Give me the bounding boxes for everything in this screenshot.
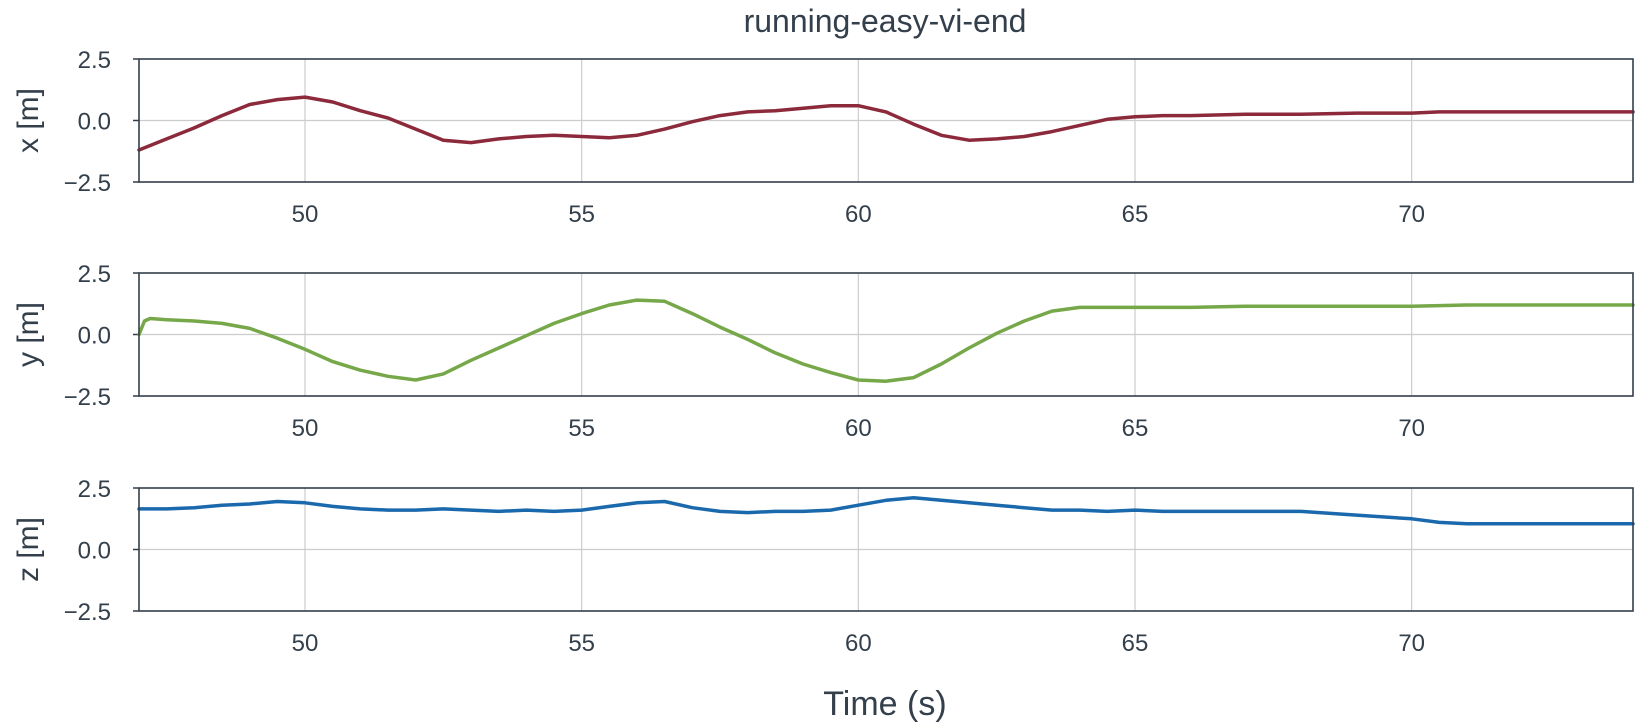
- x-tick-label: 55: [568, 201, 595, 228]
- x-tick-label: 55: [568, 630, 595, 657]
- x-axis-label: Time (s): [823, 685, 946, 723]
- plot-frame: [138, 58, 1634, 183]
- x-tick-label: 50: [292, 630, 319, 657]
- x-tick-label: 70: [1398, 415, 1425, 442]
- x-tick-label: 50: [292, 201, 319, 228]
- y-axis-label: x [m]: [12, 88, 45, 153]
- y-axis-label: y [m]: [12, 302, 45, 367]
- x-tick-label: 70: [1398, 201, 1425, 228]
- panel-3: 50 55 60 65 70 2.5 0.0 −2.5 z [m]: [12, 476, 1635, 657]
- x-tick-label: 60: [845, 630, 872, 657]
- x-tick-label: 65: [1122, 201, 1149, 228]
- x-tick-label: 60: [845, 415, 872, 442]
- panel-2: 50 55 60 65 70 2.5 0.0 −2.5 y [m]: [12, 261, 1635, 442]
- y-tick-label: −2.5: [64, 599, 111, 626]
- y-tick-label: 2.5: [78, 476, 111, 503]
- panel-1: 50 55 60 65 70 2.5 0.0 −2.5 x [m]: [12, 47, 1635, 228]
- y-tick-label: 2.5: [78, 47, 111, 74]
- series-line: [137, 496, 1635, 526]
- chart-title: running-easy-vi-end: [744, 3, 1027, 39]
- panels: 50 55 60 65 70 2.5 0.0 −2.5 x [m] 50 55 60 65 70 2.5 0.…: [12, 47, 1635, 657]
- x-tick-label: 70: [1398, 630, 1425, 657]
- x-tick-label: 65: [1122, 415, 1149, 442]
- x-tick-label: 60: [845, 201, 872, 228]
- series-line: [137, 298, 1635, 383]
- plot-frame: [138, 487, 1634, 612]
- y-tick-label: 0.0: [78, 109, 111, 136]
- plot-frame: [138, 272, 1634, 397]
- y-tick-label: 0.0: [78, 538, 111, 565]
- y-tick-label: 0.0: [78, 323, 111, 350]
- x-tick-label: 65: [1122, 630, 1149, 657]
- x-tick-label: 50: [292, 415, 319, 442]
- y-tick-label: −2.5: [64, 170, 111, 197]
- y-tick-label: −2.5: [64, 384, 111, 411]
- x-tick-label: 55: [568, 415, 595, 442]
- series-line: [137, 95, 1635, 152]
- y-axis-label: z [m]: [12, 517, 45, 582]
- y-tick-label: 2.5: [78, 261, 111, 288]
